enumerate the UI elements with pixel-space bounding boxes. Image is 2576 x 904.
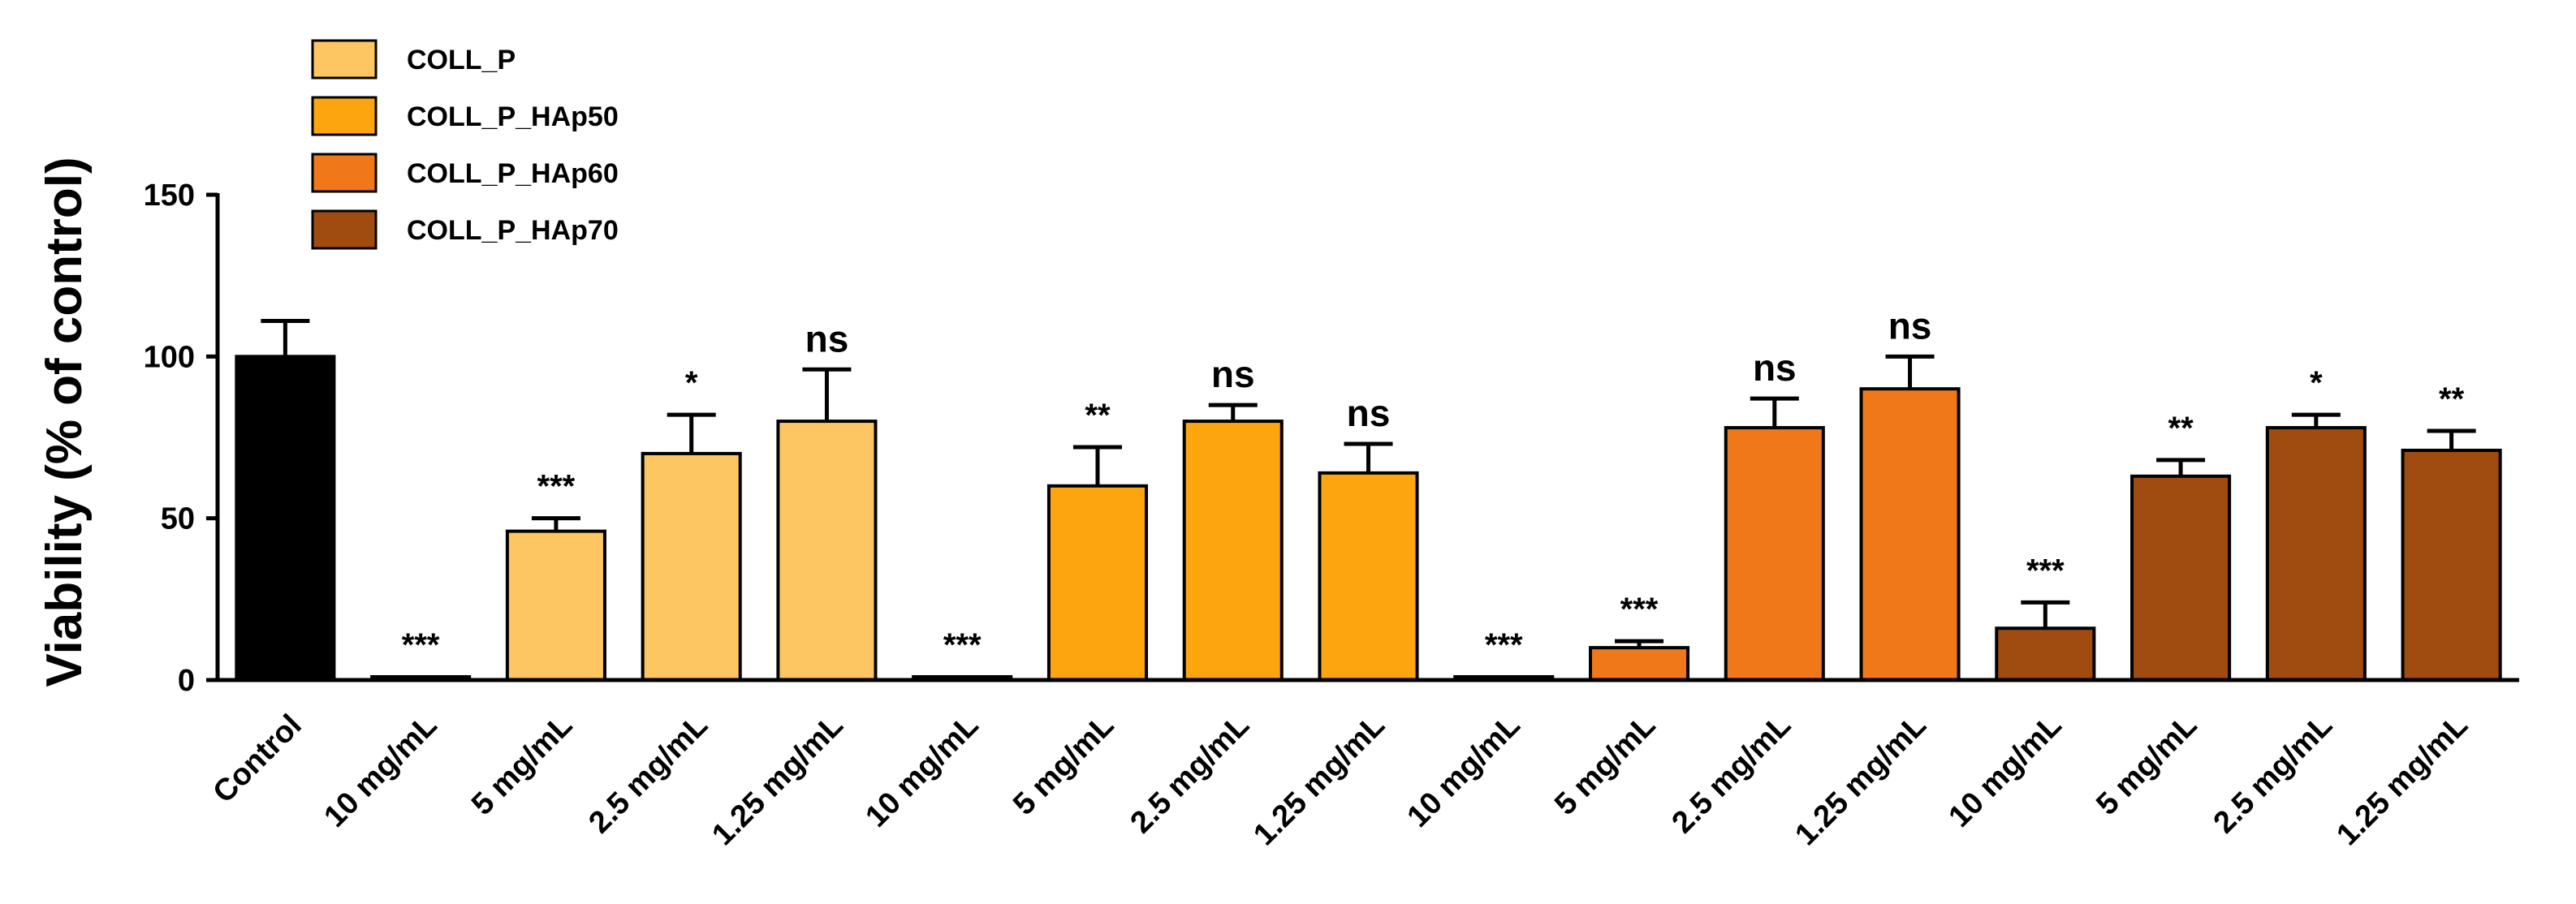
significance-label: *** xyxy=(537,469,576,505)
significance-label: ns xyxy=(1888,304,1932,347)
x-tick-label: 5 mg/mL xyxy=(1007,708,1120,822)
x-tick-label: 2.5 mg/mL xyxy=(1124,708,1256,841)
significance-label: *** xyxy=(402,627,440,663)
significance-label: *** xyxy=(943,627,982,663)
bar xyxy=(1046,484,1149,682)
x-tick-label: 1.25 mg/mL xyxy=(1247,708,1392,853)
y-tick-label: 50 xyxy=(161,502,195,536)
x-tick-label: Control xyxy=(207,708,309,810)
legend-swatch xyxy=(311,96,378,136)
significance-label: ns xyxy=(1211,353,1255,395)
bar xyxy=(2401,448,2502,682)
error-bars xyxy=(261,318,2476,648)
x-tick-label: 10 mg/mL xyxy=(859,708,985,834)
bar xyxy=(1182,420,1284,682)
legend-label: COLL_P_HAp50 xyxy=(407,101,619,132)
bar xyxy=(1995,626,2096,682)
significance-label: ** xyxy=(2168,411,2194,446)
y-tick-label: 100 xyxy=(144,340,195,374)
legend-label: COLL_P_HAp60 xyxy=(407,158,619,189)
significance-label: *** xyxy=(1485,627,1523,663)
y-axis: 0 50 100 150 xyxy=(144,179,220,698)
x-tick-label: 5 mg/mL xyxy=(1548,708,1662,822)
legend-swatch xyxy=(311,209,378,250)
x-tick-label: 1.25 mg/mL xyxy=(2330,708,2475,853)
bar xyxy=(1859,387,1961,682)
bar xyxy=(1588,646,1690,682)
y-axis-label: Viability (% of control) xyxy=(37,157,93,687)
legend-label: COLL_P xyxy=(407,45,516,75)
bar xyxy=(505,529,606,682)
x-tick-label: 1.25 mg/mL xyxy=(705,708,850,853)
significance-label: ns xyxy=(1347,392,1391,434)
x-tick-label: 10 mg/mL xyxy=(1400,708,1526,834)
bar xyxy=(1724,426,1825,682)
bar xyxy=(776,420,878,682)
bar xyxy=(235,355,336,682)
y-tick-label: 150 xyxy=(144,179,195,213)
x-tick-label: 2.5 mg/mL xyxy=(1666,708,1798,841)
legend: COLL_P COLL_P_HAp50 COLL_P_HAp60 COLL_P_HAp… xyxy=(311,39,619,250)
significance-label: ns xyxy=(805,317,849,359)
bar xyxy=(1318,471,1419,682)
significance-label: *** xyxy=(2026,553,2065,588)
significance-label: *** xyxy=(1620,592,1659,627)
x-tick-label: 5 mg/mL xyxy=(2090,708,2203,822)
legend-label: COLL_P_HAp70 xyxy=(407,215,619,246)
x-tick-label: 2.5 mg/mL xyxy=(582,708,714,841)
x-tick-label: 1.25 mg/mL xyxy=(1789,708,1933,853)
x-tick-labels: Control 10 mg/mL 5 mg/mL 2.5 mg/mL1.25 mg/m… xyxy=(207,708,2475,853)
x-tick-label: 10 mg/mL xyxy=(317,708,443,834)
x-tick-label: 5 mg/mL xyxy=(465,708,579,822)
significance-label: ns xyxy=(1753,347,1797,389)
significance-label: ** xyxy=(1085,398,1111,433)
x-tick-label: 2.5 mg/mL xyxy=(2207,708,2340,841)
bar xyxy=(2265,426,2367,682)
bar xyxy=(641,451,742,682)
y-tick-label: 0 xyxy=(178,664,195,698)
legend-swatch xyxy=(311,153,378,193)
legend-swatch xyxy=(311,39,378,80)
x-tick-label: 10 mg/mL xyxy=(1943,708,2069,834)
bars xyxy=(235,355,2502,682)
significance-label: * xyxy=(685,365,698,401)
bar xyxy=(2130,474,2232,682)
significance-label: ** xyxy=(2439,381,2465,417)
significance-label: * xyxy=(2310,365,2323,401)
